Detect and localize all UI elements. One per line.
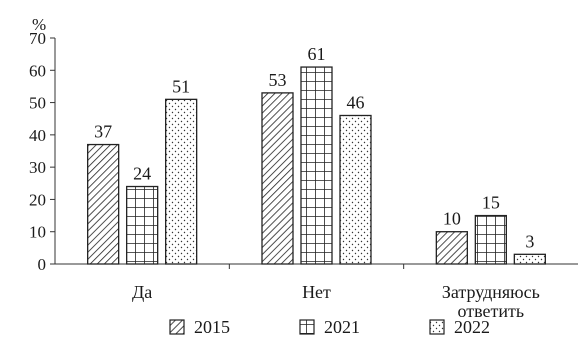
data-label: 51 (172, 76, 190, 96)
legend-label: 2015 (194, 317, 230, 337)
data-label: 3 (525, 231, 534, 251)
y-tick-label: 40 (29, 126, 46, 145)
y-tick-label: 0 (38, 255, 47, 274)
legend-item-2022: 2022 (429, 317, 490, 337)
legend-swatch (299, 319, 315, 335)
bars (87, 66, 546, 265)
bar-2015-1 (261, 92, 294, 265)
bar-2021-1 (300, 66, 333, 265)
category-label: ответить (458, 301, 525, 321)
labels: 37 24 51 Да 53 61 46 Нет 10 15 3 Затрудняюсьответит… (94, 44, 540, 321)
data-label: 10 (443, 209, 461, 229)
data-label: 46 (347, 92, 365, 112)
data-label: 53 (269, 70, 287, 90)
legend-item-2015: 2015 (169, 317, 230, 337)
y-tick-label: 30 (29, 158, 46, 177)
y-unit-label: % (32, 15, 46, 34)
bar-2021-2 (474, 214, 507, 265)
bar-2022-2 (513, 253, 546, 265)
y-tick-label: 10 (29, 223, 46, 242)
data-label: 61 (308, 44, 326, 64)
legend-swatch (169, 319, 185, 335)
y-tick-label: 60 (29, 61, 46, 80)
y-tick-label: 70 (29, 29, 46, 48)
legend-label: 2021 (324, 317, 360, 337)
bar-2015-2 (435, 231, 468, 265)
data-label: 37 (94, 122, 112, 142)
y-tick-label: 20 (29, 190, 46, 209)
legend-label: 2022 (454, 317, 490, 337)
category-label: Затрудняюсь (442, 282, 540, 302)
legend-item-2021: 2021 (299, 317, 360, 337)
legend: 2015 2021 2022 (169, 317, 490, 337)
category-label: Нет (302, 282, 331, 302)
legend-swatch (429, 319, 445, 335)
bar-2022-1 (339, 114, 372, 265)
y-tick-label: 50 (29, 94, 46, 113)
category-label: Да (132, 282, 152, 302)
bar-2022-0 (165, 98, 198, 265)
data-label: 15 (482, 193, 500, 213)
data-label: 24 (133, 164, 151, 184)
bar-2021-0 (126, 185, 159, 265)
bar-2015-0 (87, 143, 120, 265)
